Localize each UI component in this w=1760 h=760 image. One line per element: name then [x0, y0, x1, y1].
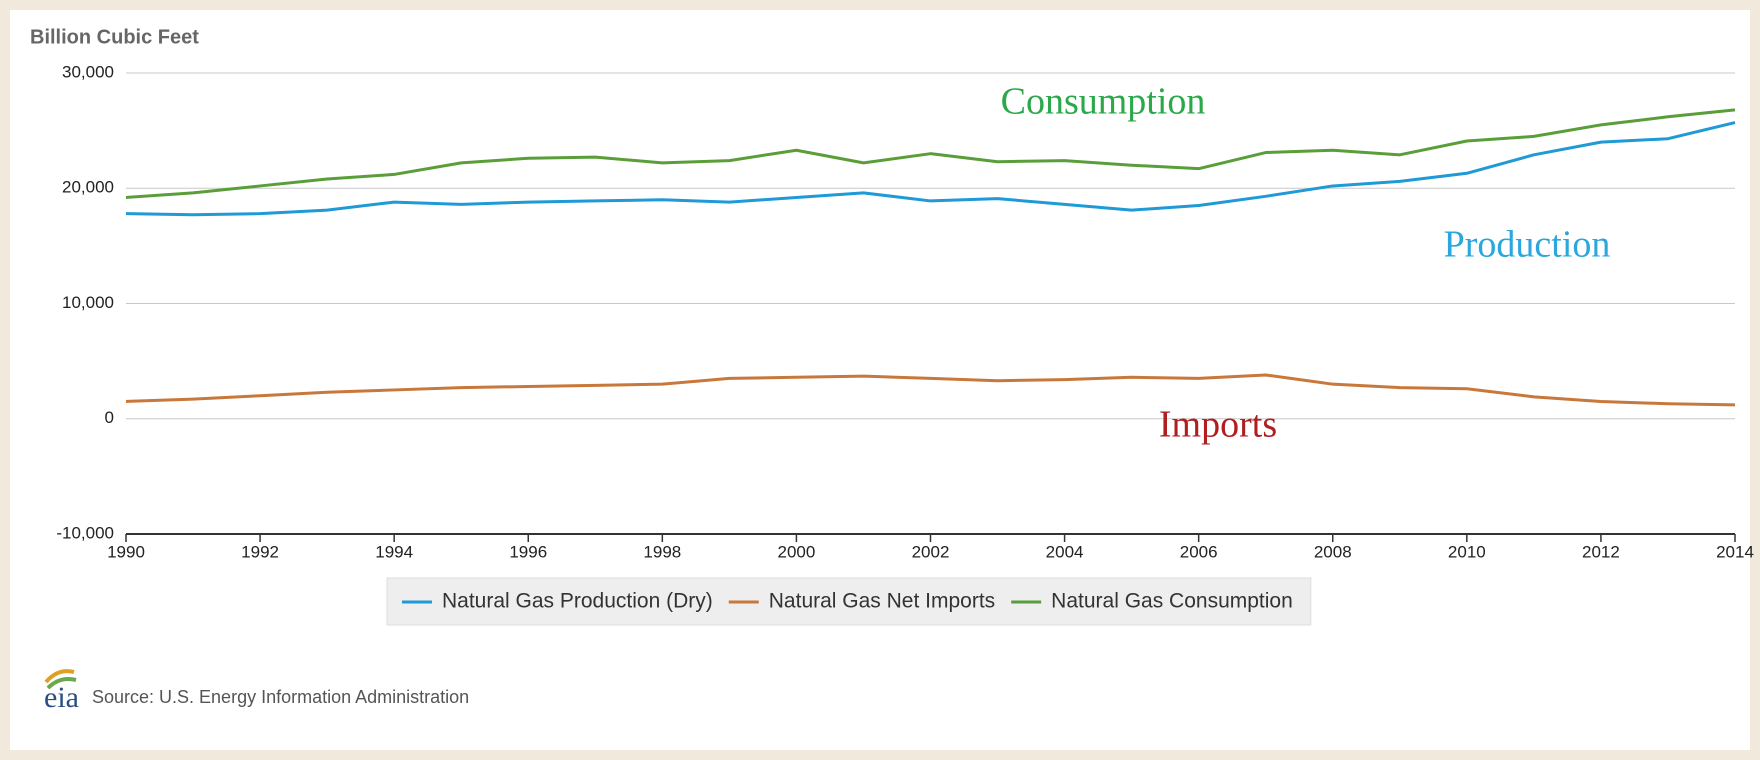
x-tick-label: 2012 — [1582, 542, 1620, 561]
annotation: Production — [1444, 224, 1611, 266]
panel — [10, 10, 1750, 750]
legend — [386, 577, 1312, 626]
y-tick-label: 30,000 — [62, 62, 114, 81]
x-tick-label: 1996 — [509, 542, 547, 561]
x-tick-label: 2010 — [1448, 542, 1486, 561]
x-tick-label: 2014 — [1716, 542, 1754, 561]
x-tick-label: 2002 — [912, 542, 950, 561]
annotation: Consumption — [1001, 81, 1206, 123]
y-tick-label: -10,000 — [56, 523, 114, 542]
y-tick-label: 0 — [105, 408, 114, 427]
x-tick-label: 1994 — [375, 542, 413, 561]
x-tick-label: 2008 — [1314, 542, 1352, 561]
series-line — [125, 108, 1736, 199]
source: Source: U.S. Energy Information Administ… — [92, 687, 469, 707]
y-tick-label: 10,000 — [62, 293, 114, 312]
x-tick-label: 2004 — [1046, 542, 1084, 561]
series-line — [125, 121, 1736, 217]
y-tick-label: 20,000 — [62, 178, 114, 197]
x-tick-label: 1990 — [107, 542, 145, 561]
logo-arc — [44, 669, 75, 684]
legend-label: Natural Gas Consumption — [1051, 590, 1293, 613]
x-tick-label: 2006 — [1180, 542, 1218, 561]
legend-label: Natural Gas Production (Dry) — [442, 590, 713, 613]
axis-label: Billion Cubic Feet — [30, 26, 199, 48]
x-tick-label: 1992 — [241, 542, 279, 561]
annotation: Imports — [1159, 404, 1277, 446]
x-tick-label: 1998 — [643, 542, 681, 561]
x-tick-label: 2000 — [778, 542, 816, 561]
logo-arc — [46, 677, 77, 690]
legend-label: Natural Gas Net Imports — [769, 590, 995, 613]
series-line — [125, 373, 1736, 407]
